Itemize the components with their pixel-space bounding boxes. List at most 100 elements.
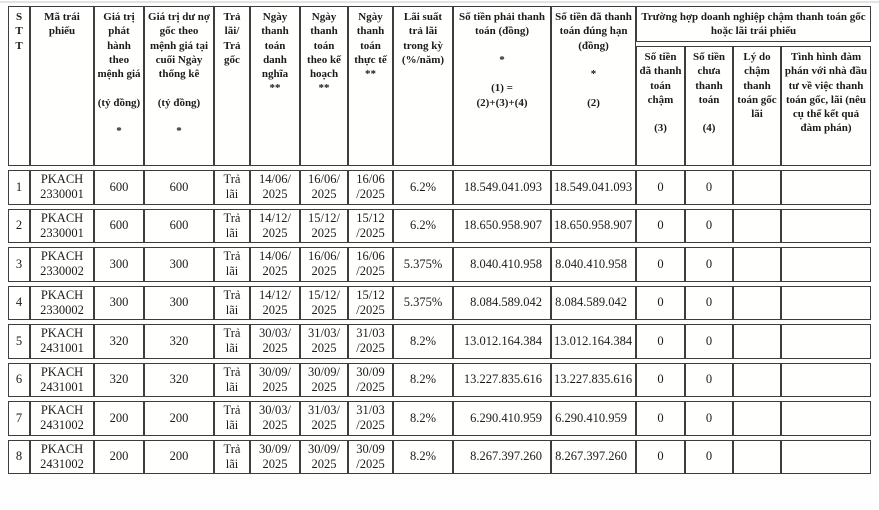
cell-amount-due: 13.012.164.384 [453,324,551,359]
cell-nominal-date: 30/03/ 2025 [250,401,300,436]
cell-stt: 5 [8,324,30,359]
cell-unpaid-amount: 0 [685,208,733,243]
scan-edge-artifact [0,1,879,3]
col-header-negotiation-status: Tình hình đàm phán với nhà đầu tư về việ… [781,46,872,166]
header-row-sub: Số tiền đã thanh toán chậm (3) Số tiền c… [8,46,872,166]
cell-stt: 6 [8,362,30,397]
cell-issue-value: 300 [94,285,144,320]
cell-pay-type: Trả lãi [214,324,250,359]
cell-amount-paid-on-time: 18.650.958.907 [551,208,636,243]
cell-nominal-date: 30/09/ 2025 [250,439,300,474]
cell-late-reason [733,401,781,436]
cell-interest-rate: 6.2% [393,208,453,243]
table-row: 7 PKACH 2431002 200 200 Trả lãi 30/03/ 2… [8,401,872,436]
cell-unpaid-amount: 0 [685,170,733,205]
cell-amount-due: 8.084.589.042 [453,285,551,320]
cell-late-paid-amount: 0 [636,247,685,282]
table-row: 3 PKACH 2330002 300 300 Trả lãi 14/06/ 2… [8,247,872,282]
cell-negotiation-status [781,324,872,359]
cell-amount-due: 8.267.397.260 [453,439,551,474]
cell-issue-value: 320 [94,324,144,359]
cell-actual-date: 30/09 /2025 [348,439,393,474]
cell-nominal-date: 30/09/ 2025 [250,362,300,397]
cell-pay-type: Trả lãi [214,401,250,436]
cell-actual-date: 31/03 /2025 [348,401,393,436]
cell-late-reason [733,439,781,474]
cell-outstanding-value: 200 [144,401,214,436]
col-header-late-reason: Lý do chậm thanh toán gốc lãi [733,46,781,166]
cell-issue-value: 200 [94,439,144,474]
cell-bond-code: PKACH 2431002 [30,439,94,474]
cell-outstanding-value: 320 [144,324,214,359]
cell-planned-date: 16/06/ 2025 [300,170,348,205]
table-row: 6 PKACH 2431001 320 320 Trả lãi 30/09/ 2… [8,362,872,397]
cell-interest-rate: 8.2% [393,324,453,359]
cell-amount-paid-on-time: 13.227.835.616 [551,362,636,397]
cell-stt: 7 [8,401,30,436]
col-header-late-paid-amount: Số tiền đã thanh toán chậm (3) [636,46,685,166]
cell-actual-date: 31/03 /2025 [348,324,393,359]
cell-nominal-date: 14/06/ 2025 [250,247,300,282]
table-row: 4 PKACH 2330002 300 300 Trả lãi 14/12/ 2… [8,285,872,320]
cell-negotiation-status [781,208,872,243]
cell-issue-value: 320 [94,362,144,397]
table-row: 2 PKACH 2330001 600 600 Trả lãi 14/12/ 2… [8,208,872,243]
cell-issue-value: 600 [94,208,144,243]
cell-stt: 8 [8,439,30,474]
col-header-unpaid-amount: Số tiền chưa thanh toán (4) [685,46,733,166]
cell-amount-paid-on-time: 13.012.164.384 [551,324,636,359]
cell-actual-date: 15/12 /2025 [348,285,393,320]
cell-amount-due: 8.040.410.958 [453,247,551,282]
col-header-stt: S T T [8,6,30,166]
cell-pay-type: Trả lãi [214,362,250,397]
cell-bond-code: PKACH 2330002 [30,285,94,320]
cell-late-reason [733,362,781,397]
cell-issue-value: 200 [94,401,144,436]
cell-unpaid-amount: 0 [685,439,733,474]
cell-pay-type: Trả lãi [214,439,250,474]
cell-unpaid-amount: 0 [685,362,733,397]
cell-unpaid-amount: 0 [685,324,733,359]
cell-amount-paid-on-time: 8.040.410.958 [551,247,636,282]
cell-pay-type: Trả lãi [214,247,250,282]
cell-nominal-date: 14/12/ 2025 [250,208,300,243]
cell-late-reason [733,324,781,359]
cell-planned-date: 15/12/ 2025 [300,285,348,320]
cell-issue-value: 600 [94,170,144,205]
cell-amount-due: 6.290.410.959 [453,401,551,436]
cell-late-paid-amount: 0 [636,324,685,359]
col-header-nominal-date: Ngày thanh toán danh nghĩa ** [250,6,300,166]
cell-outstanding-value: 300 [144,247,214,282]
col-header-amount-due: Số tiền phải thanh toán (đồng) * (1) = (… [453,6,551,166]
cell-late-reason [733,170,781,205]
cell-nominal-date: 14/12/ 2025 [250,285,300,320]
cell-negotiation-status [781,285,872,320]
cell-interest-rate: 5.375% [393,247,453,282]
cell-interest-rate: 6.2% [393,170,453,205]
cell-late-paid-amount: 0 [636,401,685,436]
cell-actual-date: 30/09 /2025 [348,362,393,397]
cell-late-reason [733,247,781,282]
cell-pay-type: Trả lãi [214,208,250,243]
bond-payment-table: S T T Mã trái phiếu Giá trị phát hành th… [8,2,872,478]
cell-late-reason [733,285,781,320]
cell-planned-date: 30/09/ 2025 [300,362,348,397]
cell-late-paid-amount: 0 [636,439,685,474]
cell-amount-due: 18.549.041.093 [453,170,551,205]
cell-bond-code: PKACH 2330002 [30,247,94,282]
cell-stt: 1 [8,170,30,205]
cell-unpaid-amount: 0 [685,401,733,436]
cell-planned-date: 31/03/ 2025 [300,401,348,436]
cell-amount-due: 18.650.958.907 [453,208,551,243]
table-header: S T T Mã trái phiếu Giá trị phát hành th… [8,6,872,166]
cell-unpaid-amount: 0 [685,285,733,320]
cell-bond-code: PKACH 2431001 [30,324,94,359]
cell-actual-date: 16/06 /2025 [348,170,393,205]
cell-stt: 4 [8,285,30,320]
cell-outstanding-value: 600 [144,208,214,243]
table-row: 8 PKACH 2431002 200 200 Trả lãi 30/09/ 2… [8,439,872,474]
cell-pay-type: Trả lãi [214,170,250,205]
col-header-interest-rate: Lãi suất trả lãi trong kỳ (%/năm) [393,6,453,166]
cell-unpaid-amount: 0 [685,247,733,282]
